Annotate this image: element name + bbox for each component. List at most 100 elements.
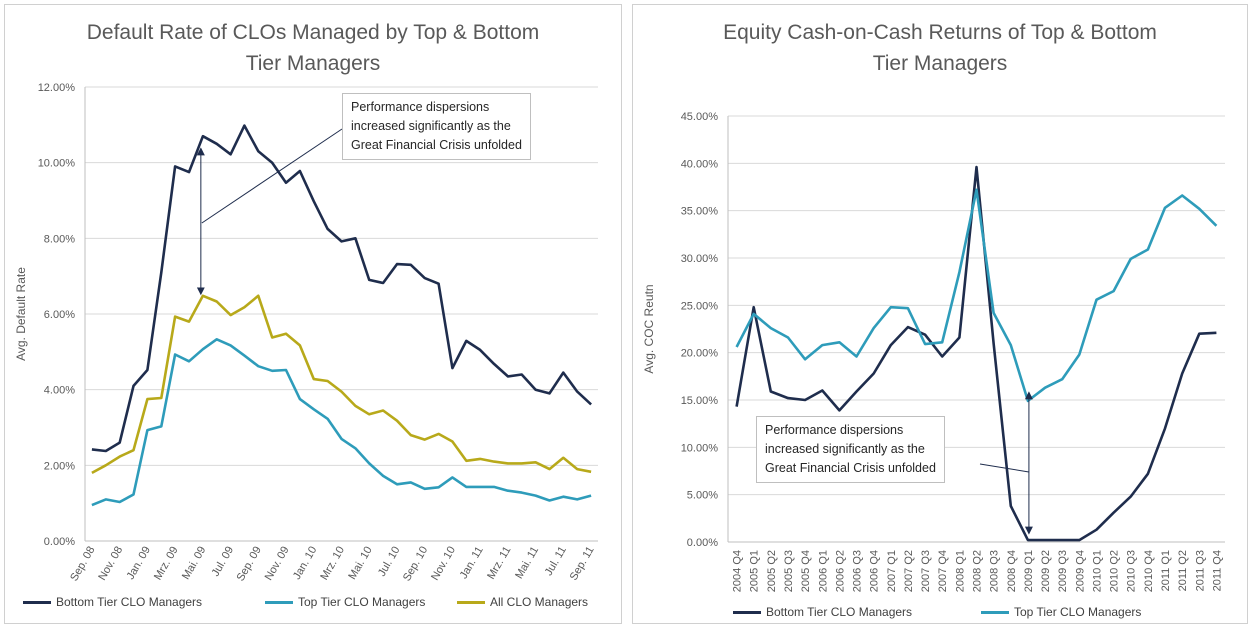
right-annotation-line-2: increased significantly as the <box>765 442 925 456</box>
right-chart-title-line-2: Tier Managers <box>872 52 1008 75</box>
left-ytick-label: 10.00% <box>38 158 76 170</box>
right-annotation-line-1: Performance dispersions <box>765 423 904 437</box>
right-xtick-label: 2009 Q4 <box>1074 550 1086 592</box>
right-xtick-label: 2005 Q4 <box>800 550 812 592</box>
left-xtick-label: Nov. 09 <box>263 545 292 583</box>
left-xtick-label: Sep. 08 <box>68 545 97 584</box>
right-xtick-label: 2007 Q2 <box>903 550 915 592</box>
right-xtick-label: 2009 Q1 <box>1023 550 1035 592</box>
left-series-line-2 <box>91 294 592 475</box>
right-y-axis-label: Avg. COC Reutn <box>642 284 656 373</box>
right-ytick-label: 20.00% <box>681 348 719 360</box>
left-ytick-label: 6.00% <box>44 309 75 321</box>
legend-item-bottom-tier: Bottom Tier CLO Managers <box>733 605 912 619</box>
left-xtick-label: Mrz. 09 <box>152 545 181 583</box>
left-xtick-label: Nov. 10 <box>429 545 458 583</box>
right-series-line-0 <box>735 165 1217 542</box>
right-annotation-line-3: Great Financial Crisis unfolded <box>765 461 936 475</box>
left-ytick-label: 4.00% <box>44 385 75 397</box>
right-xtick-label: 2008 Q1 <box>954 550 966 592</box>
left-xtick-label: Jan. 11 <box>458 545 486 582</box>
left-y-axis-label: Avg. Default Rate <box>14 267 28 361</box>
left-xtick-label: Mrz. 10 <box>318 545 347 583</box>
right-ytick-label: 45.00% <box>681 111 719 123</box>
left-series-line-0 <box>91 124 592 453</box>
left-xtick-label: Nov. 08 <box>96 545 125 583</box>
right-xtick-label: 2006 Q1 <box>817 550 829 592</box>
right-xtick-label: 2004 Q4 <box>732 550 744 592</box>
left-chart-title-line-1: Default Rate of CLOs Managed by Top & Bo… <box>86 21 540 44</box>
left-xtick-label: Sep. 11 <box>568 545 597 583</box>
legend-item-top-tier: Top Tier CLO Managers <box>981 605 1141 619</box>
legend-swatch-top-tier <box>981 611 1009 615</box>
legend-item-bottom-tier: Bottom Tier CLO Managers <box>23 595 202 609</box>
right-xtick-label: 2006 Q4 <box>869 550 881 592</box>
left-ytick-label: 12.00% <box>38 82 76 94</box>
right-xtick-label: 2007 Q3 <box>920 550 932 592</box>
right-chart-title: Equity Cash-on-Cash Returns of Top & Bot… <box>633 17 1247 79</box>
right-ytick-label: 25.00% <box>681 300 719 312</box>
left-chart-plot: 0.00% 2.00% 4.00% 6.00% 8.00% 10.00% 12.00% Avg… <box>14 82 598 584</box>
right-xtick-label: 2009 Q3 <box>1057 550 1069 592</box>
right-chart-title-line-1: Equity Cash-on-Cash Returns of Top & Bot… <box>723 21 1157 44</box>
left-xtick-label: Jul. 09 <box>210 545 237 579</box>
legend-label: All CLO Managers <box>490 595 589 609</box>
left-ytick-label: 2.00% <box>44 460 75 472</box>
right-xtick-label: 2010 Q3 <box>1126 550 1138 592</box>
legend-swatch-bottom-tier <box>23 601 51 605</box>
right-xtick-label: 2005 Q2 <box>766 550 778 592</box>
left-ytick-label: 0.00% <box>44 536 75 548</box>
right-xtick-label: 2011 Q4 <box>1211 550 1223 591</box>
left-chart-title-line-2: Tier Managers <box>245 52 381 75</box>
left-chart-annotation: Performance dispersions increased signif… <box>342 93 531 160</box>
right-chart-plot: 0.00% 5.00% 10.00% 15.00% 20.00% 25.00% 30.00%… <box>642 111 1225 592</box>
legend-swatch-all <box>457 601 485 605</box>
right-xtick-label: 2005 Q3 <box>783 550 795 592</box>
right-ytick-label: 5.00% <box>687 490 718 502</box>
left-xtick-label: Mrz. 11 <box>485 545 513 582</box>
left-chart-legend: Bottom Tier CLO Managers Top Tier CLO Ma… <box>23 595 613 611</box>
legend-label: Top Tier CLO Managers <box>1014 605 1142 619</box>
legend-swatch-top-tier <box>265 601 293 605</box>
left-annotation-leader <box>201 128 343 224</box>
right-chart-annotation: Performance dispersions increased signif… <box>756 416 945 483</box>
legend-item-top-tier: Top Tier CLO Managers <box>265 595 425 609</box>
legend-swatch-bottom-tier <box>733 611 761 615</box>
right-xtick-label: 2010 Q1 <box>1091 550 1103 592</box>
right-xtick-label: 2008 Q4 <box>1006 550 1018 592</box>
legend-label: Top Tier CLO Managers <box>298 595 426 609</box>
right-ytick-label: 40.00% <box>681 158 719 170</box>
legend-label: Bottom Tier CLO Managers <box>56 595 203 609</box>
right-xtick-label: 2011 Q1 <box>1160 550 1172 591</box>
right-xtick-label: 2010 Q2 <box>1109 550 1121 592</box>
left-series-line-1 <box>91 337 592 507</box>
left-xtick-label: Jan. 10 <box>291 545 319 582</box>
left-xtick-label: Mai. 10 <box>346 545 374 582</box>
left-xtick-label: Mai. 11 <box>513 545 541 582</box>
right-ytick-label: 15.00% <box>681 395 719 407</box>
right-xtick-label: 2009 Q2 <box>1040 550 1052 592</box>
right-xtick-label: 2007 Q4 <box>937 550 949 592</box>
right-xtick-label: 2008 Q2 <box>972 550 984 592</box>
legend-item-all: All CLO Managers <box>457 595 588 609</box>
left-ytick-label: 8.00% <box>44 233 75 245</box>
left-xtick-label: Sep. 09 <box>235 545 264 584</box>
right-xtick-label: 2006 Q2 <box>834 550 846 592</box>
right-xtick-label: 2010 Q4 <box>1143 550 1155 592</box>
left-xtick-label: Jul. 11 <box>543 545 569 578</box>
right-ytick-label: 30.00% <box>681 253 719 265</box>
right-xtick-label: 2008 Q3 <box>989 550 1001 592</box>
right-xtick-label: 2006 Q3 <box>852 550 864 592</box>
right-series-line-1 <box>735 188 1218 403</box>
left-xtick-label: Jul. 10 <box>376 545 403 579</box>
left-chart-title: Default Rate of CLOs Managed by Top & Bo… <box>5 17 621 79</box>
right-xtick-label: 2005 Q1 <box>749 550 761 592</box>
left-chart-panel: Default Rate of CLOs Managed by Top & Bo… <box>4 4 622 624</box>
left-annotation-line-1: Performance dispersions <box>351 100 490 114</box>
left-annotation-line-2: increased significantly as the <box>351 119 511 133</box>
right-chart-panel: Equity Cash-on-Cash Returns of Top & Bot… <box>632 4 1248 624</box>
right-chart-legend: Bottom Tier CLO Managers Top Tier CLO Ma… <box>733 605 1233 621</box>
right-xtick-label: 2007 Q1 <box>886 550 898 592</box>
right-xtick-label: 2011 Q3 <box>1194 550 1206 591</box>
left-xtick-label: Jan. 09 <box>125 545 153 582</box>
